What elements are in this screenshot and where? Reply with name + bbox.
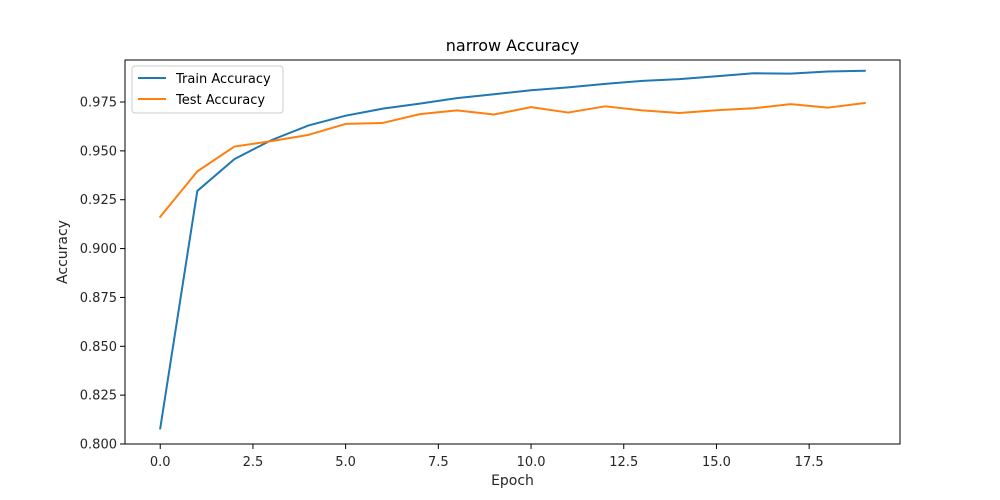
- y-tick-label: 0.850: [80, 340, 117, 355]
- x-tick-label: 7.5: [428, 455, 449, 470]
- legend-box: [131, 65, 284, 114]
- y-tick-label: 0.875: [80, 291, 117, 306]
- y-tick-label: 0.975: [80, 96, 117, 111]
- x-tick-label: 2.5: [243, 455, 264, 470]
- x-tick-label: 17.5: [795, 455, 824, 470]
- plot-frame: [124, 59, 901, 445]
- x-tick-label: 10.0: [517, 455, 546, 470]
- x-tick-label: 15.0: [702, 455, 731, 470]
- chart-title: narrow Accuracy: [446, 36, 579, 55]
- x-axis: 0.0 2.5 5.0 7.5 10.0 12.5 15.0 17.5: [150, 444, 824, 470]
- x-tick-label: 5.0: [335, 455, 356, 470]
- series-line-train-accuracy: [159, 69, 866, 430]
- y-tick-label: 0.950: [80, 144, 117, 159]
- y-tick-label: 0.900: [80, 242, 117, 257]
- y-tick-label: 0.825: [80, 389, 117, 404]
- x-tick-label: 0.0: [150, 455, 171, 470]
- x-axis-label: Epoch: [491, 473, 534, 489]
- y-tick-label: 0.800: [80, 438, 117, 453]
- y-tick-label: 0.925: [80, 193, 117, 208]
- legend-label-train-accuracy: Train Accuracy: [175, 72, 271, 87]
- y-axis-label: Accuracy: [55, 220, 71, 284]
- y-axis: 0.800 0.825 0.850 0.875 0.900 0.925 0.950 0.975: [80, 96, 125, 453]
- series-line-test-accuracy: [158, 101, 866, 219]
- legend: Train Accuracy Test Accuracy: [131, 65, 284, 114]
- x-tick-label: 12.5: [609, 455, 638, 470]
- legend-label-test-accuracy: Test Accuracy: [175, 93, 265, 108]
- plot-area: 0.0 2.5 5.0 7.5 10.0 12.5 15.0 17.5 0.8000.8250…: [80, 59, 901, 470]
- series-layer: [158, 69, 866, 430]
